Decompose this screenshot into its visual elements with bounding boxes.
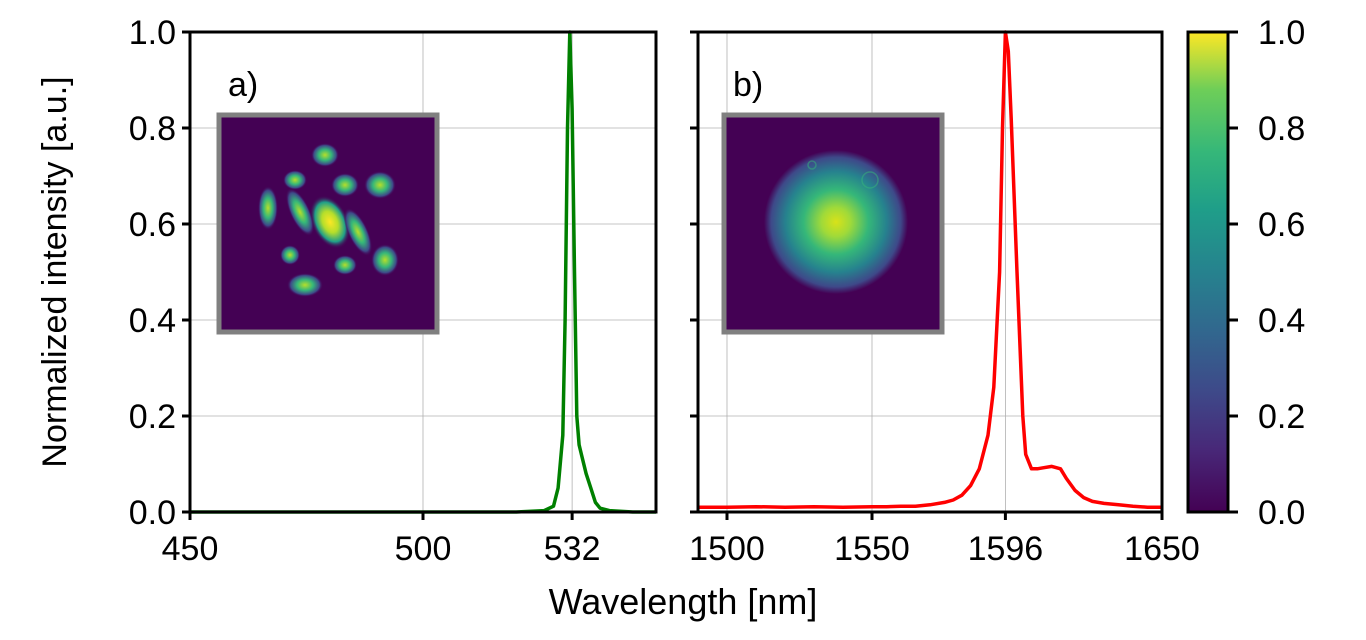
x-tick-label: 1596	[968, 530, 1044, 568]
series-b	[698, 30, 1162, 509]
x-tick-label: 1550	[834, 530, 910, 568]
y-axis-label: Normalized intensity [a.u.]	[36, 76, 74, 467]
colorbar-tick-label: 0.4	[1258, 302, 1305, 340]
inset-image-b	[721, 112, 945, 335]
y-tick-label: 1.0	[129, 14, 176, 52]
colorbar: 0.0 0.2 0.4 0.6 0.8 1.0	[1186, 14, 1305, 532]
y-tick-label: 0.8	[129, 110, 176, 148]
x-ticks-b: 1500 1550 1596 1650	[689, 512, 1200, 568]
panel-a: 0.0 0.2 0.4 0.6 0.8 1.0 450 500 532 a)	[129, 14, 658, 568]
x-tick-label: 500	[395, 530, 452, 568]
y-tick-label: 0.4	[129, 302, 176, 340]
colorbar-tick-label: 0.2	[1258, 398, 1305, 436]
colorbar-gradient	[1186, 30, 1230, 514]
x-tick-label: 450	[162, 530, 219, 568]
series-line-a	[190, 30, 656, 514]
x-tick-label: 1500	[689, 530, 765, 568]
colorbar-tick-label: 1.0	[1258, 14, 1305, 52]
y-ticks-a: 0.0 0.2 0.4 0.6 0.8 1.0	[129, 14, 190, 532]
x-tick-label: 532	[544, 530, 601, 568]
y-tick-label: 0.2	[129, 398, 176, 436]
colorbar-ticks: 0.0 0.2 0.4 0.6 0.8 1.0	[1228, 14, 1305, 532]
y-ticks-b	[690, 30, 698, 514]
y-tick-label: 0.6	[129, 206, 176, 244]
x-tick-label: 1650	[1124, 530, 1200, 568]
series-line-b	[698, 30, 1162, 509]
panel-label-a: a)	[228, 66, 258, 104]
panel-b: 1500 1550 1596 1650 b)	[689, 30, 1200, 568]
plot-frame-b	[696, 30, 1164, 514]
inset-image-a	[216, 112, 440, 335]
colorbar-tick-label: 0.0	[1258, 494, 1305, 532]
colorbar-tick-label: 0.8	[1258, 110, 1305, 148]
x-axis-label: Wavelength [nm]	[549, 581, 818, 622]
x-ticks-a: 450 500 532	[162, 512, 601, 568]
panel-label-b: b)	[733, 66, 763, 104]
series-a	[190, 30, 656, 514]
inset-b-spot	[764, 150, 908, 294]
inset-a-lobes	[258, 143, 399, 297]
colorbar-tick-label: 0.6	[1258, 206, 1305, 244]
y-tick-label: 0.0	[129, 494, 176, 532]
